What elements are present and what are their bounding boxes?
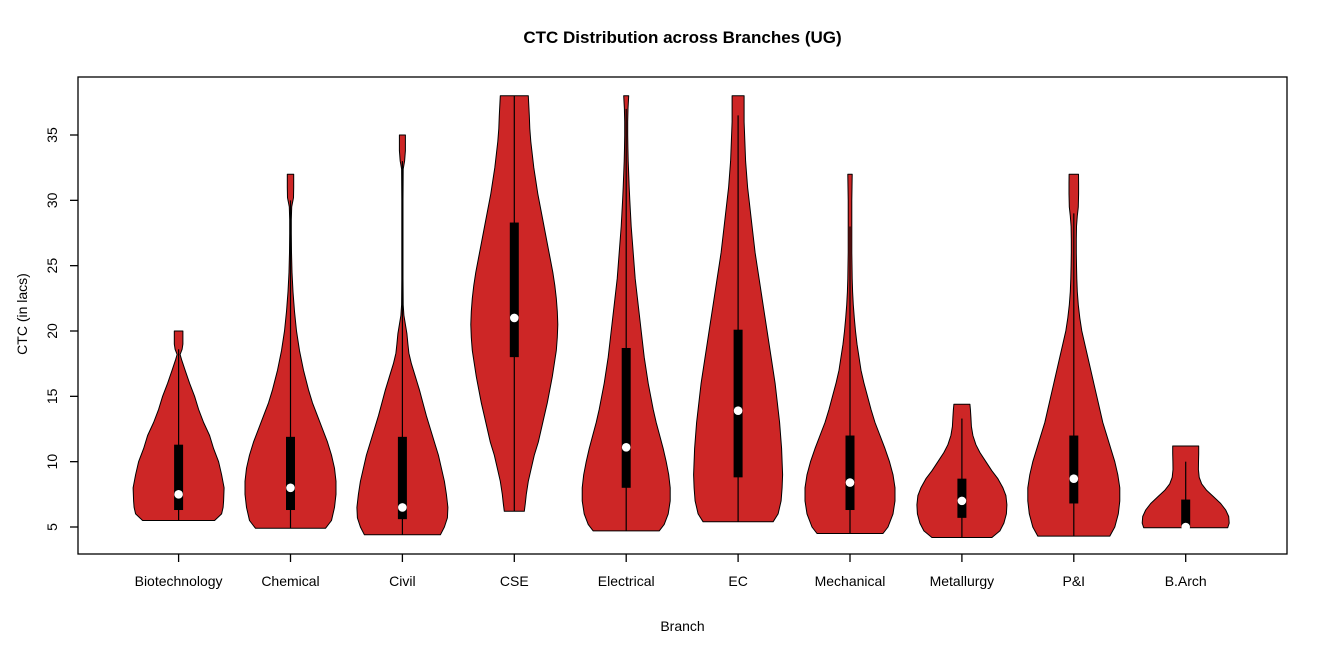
iqr-box-chemical — [286, 436, 295, 511]
x-tick-label-ec: EC — [728, 573, 747, 589]
iqr-box-mechanical — [845, 435, 855, 511]
iqr-box-electrical — [621, 347, 631, 488]
iqr-box-p-i — [1069, 435, 1079, 504]
iqr-box-b-arch — [1181, 499, 1191, 527]
median-dot-cse — [510, 313, 519, 323]
iqr-box-civil — [397, 436, 407, 520]
median-dot-electrical — [621, 442, 631, 452]
plot-border — [77, 76, 1288, 555]
median-dot-metallurgy — [957, 496, 967, 506]
y-tick-label: 35 — [44, 127, 60, 143]
y-tick-label: 5 — [44, 523, 60, 531]
x-tick-label-metallurgy: Metallurgy — [930, 573, 995, 589]
median-dot-biotechnology — [174, 490, 183, 499]
median-dot-chemical — [286, 483, 295, 493]
median-dot-ec — [733, 406, 743, 416]
x-tick-label-electrical: Electrical — [598, 573, 655, 589]
x-tick-label-biotechnology: Biotechnology — [135, 573, 223, 589]
x-tick-label-p-i: P&I — [1063, 573, 1086, 589]
x-tick-label-mechanical: Mechanical — [815, 573, 886, 589]
iqr-box-cse — [509, 222, 519, 358]
x-tick-label-chemical: Chemical — [261, 573, 319, 589]
chart-title: CTC Distribution across Branches (UG) — [523, 28, 842, 47]
median-dot-b-arch — [1181, 522, 1190, 532]
y-tick-label: 30 — [44, 192, 60, 208]
iqr-box-biotechnology — [174, 444, 184, 511]
x-tick-label-b-arch: B.Arch — [1165, 573, 1207, 589]
y-tick-label: 10 — [44, 454, 60, 470]
median-dot-p-i — [1069, 474, 1079, 483]
y-tick-label: 20 — [44, 323, 60, 339]
median-dot-civil — [398, 503, 407, 512]
x-axis-title: Branch — [660, 618, 705, 634]
x-tick-label-civil: Civil — [389, 573, 415, 589]
x-tick-label-cse: CSE — [500, 573, 529, 589]
median-dot-mechanical — [845, 478, 855, 487]
y-tick-label: 25 — [44, 258, 60, 274]
iqr-box-ec — [733, 329, 743, 478]
y-tick-label: 15 — [44, 388, 60, 404]
